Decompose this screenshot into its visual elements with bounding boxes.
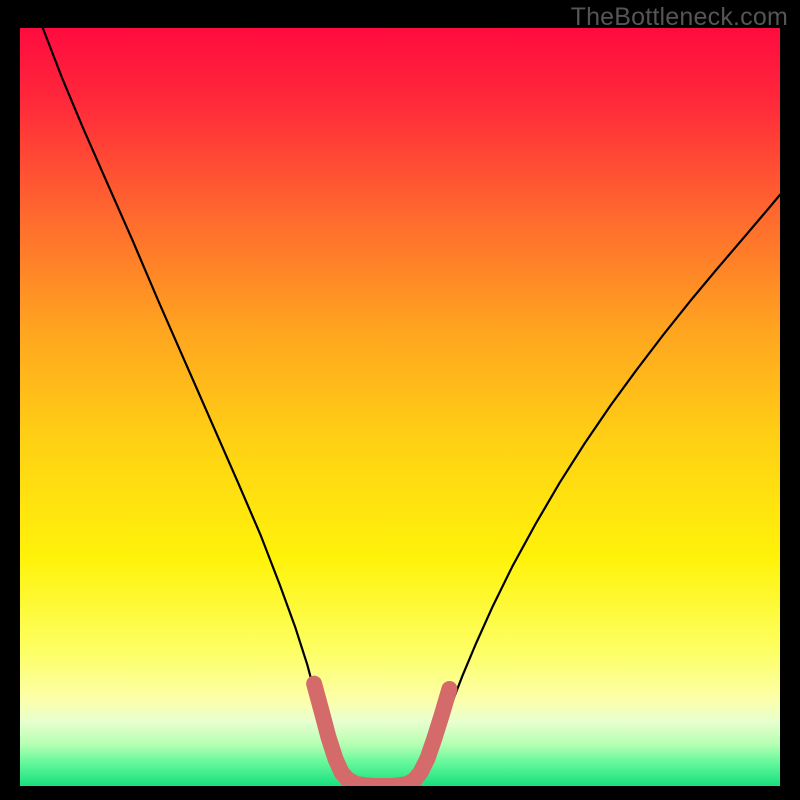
chart-background <box>20 28 780 786</box>
bottleneck-chart <box>20 28 780 786</box>
watermark-text: TheBottleneck.com <box>571 3 788 32</box>
